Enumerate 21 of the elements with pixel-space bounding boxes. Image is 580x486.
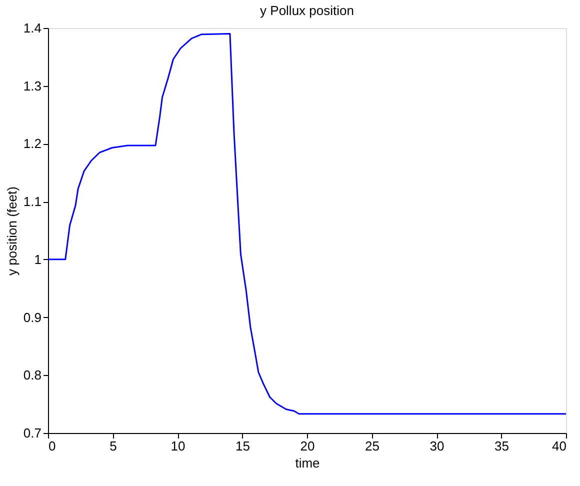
y-tick-label: 1.3 (23, 78, 42, 94)
x-tick-label: 40 (552, 438, 566, 454)
x-tick-label: 0 (48, 438, 56, 454)
x-tick-label: 15 (236, 438, 250, 454)
x-tick-label: 5 (110, 438, 117, 454)
line-series (47, 33, 567, 415)
y-tick-label: 0.8 (23, 368, 42, 383)
y-tick-label: 1.4 (23, 20, 42, 36)
y-tick-label: 1.1 (23, 194, 42, 210)
y-tick-label: 1.2 (23, 136, 42, 152)
x-tick-label: 10 (170, 438, 186, 454)
x-tick-label: 20 (300, 438, 315, 454)
x-tick-label: 30 (430, 438, 444, 454)
y-tick-label: 1 (34, 252, 42, 267)
x-axis-title: time (295, 456, 320, 470)
x-tick-label: 35 (494, 438, 509, 454)
chart-title: y Pollux position (260, 3, 354, 18)
y-tick-label: 0.9 (23, 310, 42, 325)
y-tick-label: 0.7 (23, 426, 42, 440)
y-axis-title: y position (feet) (4, 186, 20, 276)
x-tick-label: 25 (365, 438, 380, 454)
